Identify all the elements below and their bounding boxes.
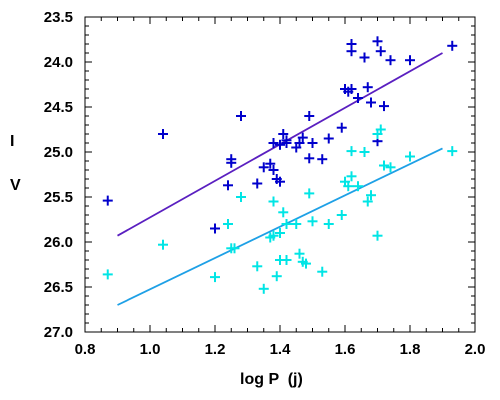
data-point	[229, 243, 240, 254]
data-point	[343, 181, 354, 192]
x-tick-label: 1.6	[335, 341, 356, 358]
data-point	[297, 132, 308, 143]
y-tick-label: 25.5	[44, 189, 73, 206]
data-point	[336, 210, 347, 220]
data-point	[258, 283, 269, 294]
data-point	[210, 272, 220, 283]
x-tick-label: 1.0	[140, 341, 161, 358]
data-point	[223, 219, 233, 229]
x-tick-label: 1.4	[270, 341, 292, 358]
data-point	[275, 228, 285, 238]
data-point	[304, 153, 315, 164]
data-point	[346, 84, 357, 94]
data-point	[447, 146, 458, 157]
data-point	[268, 196, 279, 207]
data-point	[210, 223, 220, 234]
data-point	[375, 124, 386, 135]
data-point	[226, 154, 237, 165]
data-point	[271, 271, 282, 282]
data-point	[281, 219, 292, 229]
x-axis-ticks: 0.8 1.0 1.2 1.4 1.6 1.8 2.0	[75, 17, 486, 358]
data-point	[375, 46, 386, 57]
data-point	[372, 230, 383, 241]
data-point	[158, 239, 168, 250]
data-point	[317, 154, 328, 165]
data-point	[366, 97, 376, 108]
x-axis-title: log P (j)	[240, 371, 303, 388]
fit-line-2	[117, 147, 443, 306]
y-tick-label: 26.5	[44, 279, 73, 296]
data-point	[258, 162, 269, 173]
data-point	[301, 258, 311, 269]
y-tick-label: 25.0	[44, 144, 73, 161]
plot-frame	[84, 16, 476, 333]
data-point	[385, 162, 396, 173]
data-point	[362, 82, 373, 93]
data-point	[223, 180, 233, 191]
y-tick-label: 26.0	[44, 234, 73, 251]
data-point	[281, 135, 292, 146]
data-point	[323, 219, 334, 229]
data-point	[336, 122, 347, 133]
data-point	[372, 36, 383, 47]
data-point	[291, 219, 302, 229]
data-point	[304, 188, 315, 199]
data-point	[353, 181, 363, 192]
data-point	[278, 207, 289, 218]
data-point	[268, 138, 279, 148]
y-tick-label: 24.5	[44, 99, 73, 116]
x-tick-label: 1.2	[205, 341, 226, 358]
data-point	[307, 216, 318, 227]
data-point	[294, 138, 305, 148]
data-point	[158, 129, 168, 139]
y-axis-ticks: 23.5 24.0 24.5 25.0 25.5 26.0 26.5 27.0	[44, 9, 475, 341]
data-point	[265, 158, 276, 169]
y-tick-label: 27.0	[44, 324, 73, 341]
x-tick-label: 1.8	[400, 341, 421, 358]
data-point	[294, 248, 305, 259]
data-point	[323, 133, 334, 144]
data-point	[236, 192, 246, 202]
y-tick-label: 23.5	[44, 9, 73, 26]
data-points	[102, 36, 458, 294]
data-point	[346, 171, 357, 182]
data-point	[447, 40, 458, 51]
data-point	[275, 176, 285, 187]
data-point	[281, 255, 292, 265]
data-point	[317, 266, 328, 277]
data-point	[268, 165, 279, 175]
data-point	[359, 147, 370, 157]
data-point	[304, 111, 315, 121]
data-point	[252, 261, 263, 272]
data-point	[366, 190, 376, 201]
data-point	[236, 111, 246, 121]
x-tick-label: 0.8	[75, 341, 96, 358]
data-point	[278, 129, 289, 139]
data-point	[102, 195, 113, 206]
data-point	[346, 146, 357, 157]
data-point	[385, 55, 396, 66]
data-point	[405, 151, 415, 162]
x-tick-label: 2.0	[465, 341, 486, 358]
data-point	[362, 196, 373, 207]
data-point	[307, 138, 318, 148]
data-point	[268, 230, 279, 241]
data-point	[379, 101, 389, 112]
y-axis-title-line-1: I	[10, 133, 14, 150]
data-point	[252, 178, 263, 189]
data-point	[379, 160, 389, 171]
data-point	[102, 269, 113, 280]
y-axis-title-line-2: V	[10, 177, 21, 194]
data-point	[346, 46, 357, 57]
data-point	[275, 139, 285, 150]
data-point	[359, 52, 370, 63]
y-tick-label: 24.0	[44, 54, 73, 71]
data-point	[405, 55, 415, 66]
data-point	[353, 93, 363, 103]
